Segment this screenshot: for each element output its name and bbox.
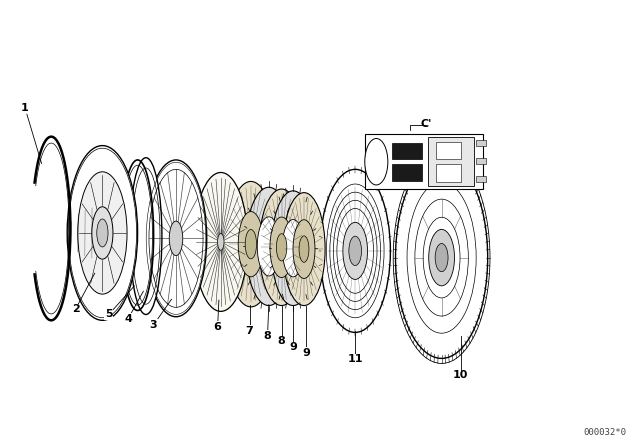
Ellipse shape (78, 172, 127, 294)
Ellipse shape (259, 189, 304, 306)
Bar (476, 140, 486, 146)
Text: C': C' (420, 119, 432, 129)
Bar (476, 158, 486, 164)
Ellipse shape (194, 172, 248, 311)
Text: 2: 2 (72, 304, 79, 314)
Ellipse shape (270, 217, 293, 278)
Ellipse shape (169, 221, 183, 255)
Text: 1: 1 (20, 103, 28, 112)
Ellipse shape (92, 207, 113, 259)
Bar (392, 164, 422, 181)
Ellipse shape (276, 234, 287, 261)
Ellipse shape (245, 229, 257, 259)
Ellipse shape (349, 236, 362, 266)
Text: 8: 8 (264, 331, 271, 341)
Bar (436, 142, 461, 159)
Ellipse shape (97, 219, 108, 247)
Ellipse shape (218, 233, 224, 250)
Text: 9: 9 (302, 348, 310, 358)
Ellipse shape (429, 229, 454, 286)
Bar (436, 164, 461, 182)
Text: 5: 5 (105, 310, 113, 319)
Text: 11: 11 (348, 354, 363, 364)
Text: 6: 6 (214, 322, 221, 332)
Ellipse shape (282, 220, 304, 277)
Ellipse shape (293, 220, 315, 279)
Ellipse shape (257, 217, 280, 276)
Bar (428, 137, 474, 186)
Ellipse shape (320, 169, 390, 332)
Ellipse shape (246, 187, 292, 306)
Text: 3: 3 (150, 320, 157, 330)
Ellipse shape (145, 160, 207, 317)
Text: 4: 4 (124, 314, 132, 324)
Ellipse shape (343, 222, 367, 280)
Text: 7: 7 (246, 326, 253, 336)
Ellipse shape (130, 158, 162, 314)
Text: 9: 9 (289, 342, 297, 352)
Bar (392, 142, 422, 159)
Ellipse shape (238, 211, 264, 277)
Text: 000032*0: 000032*0 (583, 428, 626, 437)
Ellipse shape (283, 193, 325, 306)
Bar (476, 176, 486, 182)
Text: 10: 10 (453, 370, 468, 380)
Ellipse shape (227, 181, 275, 307)
Ellipse shape (271, 191, 315, 306)
Ellipse shape (365, 138, 388, 185)
Ellipse shape (396, 157, 488, 358)
Ellipse shape (435, 244, 448, 271)
Ellipse shape (67, 146, 138, 320)
Bar (365, 134, 483, 189)
Text: 8: 8 (278, 336, 285, 346)
Ellipse shape (299, 236, 309, 262)
